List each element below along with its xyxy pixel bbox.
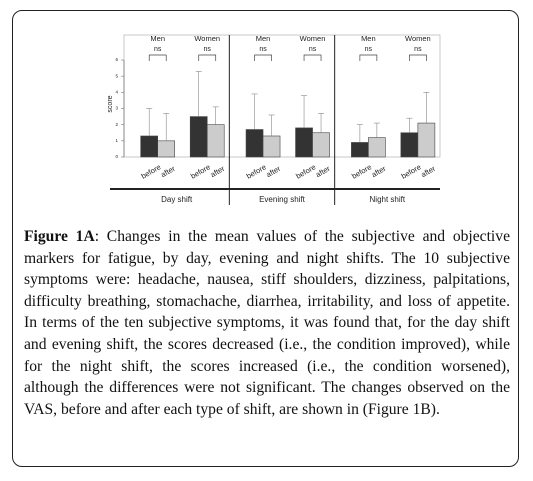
bar <box>400 132 419 158</box>
bar-label: after <box>419 164 437 180</box>
bar <box>262 135 281 158</box>
figure-caption: Figure 1A: Changes in the mean values of… <box>24 226 510 420</box>
bar <box>140 135 159 158</box>
caption-label: Figure 1A <box>24 228 95 245</box>
caption-text: : Changes in the mean values of the subj… <box>24 228 510 418</box>
bar-label: after <box>209 164 227 180</box>
significance-label: ns <box>414 46 422 53</box>
chart: score 0 1 2 3 4 5 6 Day shift Evening shift Night… <box>107 34 441 205</box>
y-tick-label: 1 <box>115 138 118 143</box>
significance-label: ns <box>204 46 212 53</box>
bar-label: after <box>370 164 388 180</box>
bar-label: after <box>265 164 283 180</box>
bar <box>417 122 436 158</box>
significance-bracket <box>303 54 322 61</box>
y-tick-label: 2 <box>115 122 118 127</box>
significance-label: ns <box>259 46 267 53</box>
shift-label: Evening shift <box>259 195 306 204</box>
shift-label: Day shift <box>161 195 193 204</box>
significance-bracket <box>359 54 378 61</box>
bar <box>189 116 208 158</box>
y-tick-label: 0 <box>115 154 118 159</box>
y-tick-label: 6 <box>115 57 118 62</box>
group-label: Women <box>194 34 220 43</box>
figure-frame <box>12 10 519 467</box>
y-axis-label: score <box>107 95 114 112</box>
bar <box>245 129 264 158</box>
significance-label: ns <box>365 46 373 53</box>
bar-label: after <box>159 164 177 180</box>
group-label: Men <box>150 34 165 43</box>
bar <box>295 127 313 158</box>
significance-bracket <box>148 54 167 61</box>
significance-bracket <box>198 54 217 61</box>
group-label: Women <box>405 34 431 43</box>
group-label: Men <box>361 34 376 43</box>
shift-label: Night shift <box>370 195 406 204</box>
significance-label: ns <box>154 46 162 53</box>
significance-bracket <box>409 54 427 61</box>
significance-label: ns <box>309 46 317 53</box>
y-tick-label: 3 <box>115 106 118 111</box>
group-label: Women <box>300 34 326 43</box>
bar-label: after <box>314 164 332 180</box>
bar <box>351 142 369 158</box>
plot-frame <box>123 34 441 158</box>
group-label: Men <box>256 34 271 43</box>
bar <box>312 132 330 158</box>
y-tick-label: 5 <box>115 73 118 78</box>
bar <box>157 140 176 158</box>
significance-bracket <box>254 54 272 61</box>
y-tick-label: 4 <box>115 90 118 95</box>
bar <box>368 137 386 158</box>
bar <box>206 124 225 158</box>
